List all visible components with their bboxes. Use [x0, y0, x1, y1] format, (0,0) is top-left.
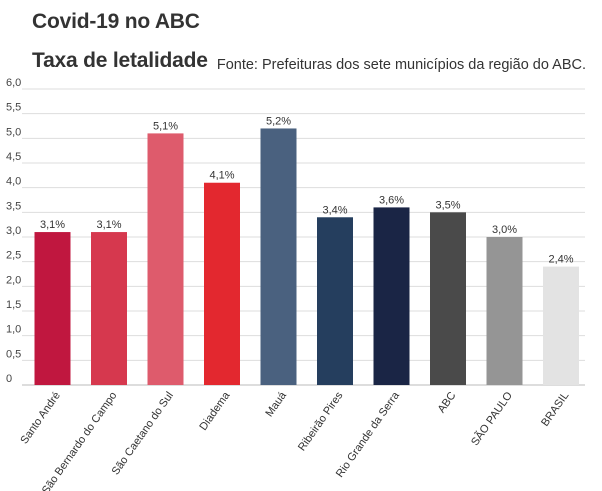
bar [543, 266, 579, 385]
bar [260, 128, 297, 385]
bar [486, 237, 523, 385]
y-tick-label: 0 [6, 373, 12, 385]
category-label: BRASIL [539, 390, 571, 429]
y-tick-label: 2,0 [6, 274, 21, 286]
y-tick-label: 4,0 [6, 176, 21, 188]
category-label: Rio Grande da Serra [334, 389, 403, 480]
bar [34, 232, 71, 385]
category-label: Mauá [263, 389, 289, 419]
data-label: 3,6% [379, 194, 404, 206]
bar [430, 212, 466, 385]
y-tick-label: 1,0 [6, 324, 21, 336]
bar [317, 217, 353, 385]
y-tick-label: 5,5 [6, 102, 21, 114]
y-tick-label: 5,0 [6, 126, 21, 138]
y-tick-label: 6,0 [6, 77, 21, 89]
data-label: 5,2% [266, 115, 291, 127]
category-label: SÃO PAULO [468, 389, 515, 448]
category-label: Ribeirão Pires [296, 389, 346, 453]
category-label: ABC [436, 390, 459, 415]
chart-title: Covid-19 no ABC [32, 10, 200, 33]
data-label: 3,1% [40, 219, 65, 231]
y-tick-label: 1,5 [6, 299, 21, 311]
category-label: Diadema [197, 389, 233, 433]
bar [373, 207, 410, 385]
data-label: 5,1% [153, 120, 178, 132]
data-label: 3,0% [492, 224, 517, 236]
y-tick-label: 2,5 [6, 250, 21, 262]
data-label: 4,1% [209, 170, 234, 182]
data-label: 3,5% [435, 199, 460, 211]
data-label: 2,4% [548, 254, 573, 266]
category-label: Santo André [18, 390, 63, 446]
chart-subtitle: Taxa de letalidade [32, 49, 208, 72]
y-tick-label: 4,5 [6, 151, 21, 163]
y-tick-label: 3,5 [6, 200, 21, 212]
y-tick-label: 3,0 [6, 225, 21, 237]
data-label: 3,4% [322, 204, 347, 216]
bar [91, 232, 127, 385]
category-label: São Caetano do Sul [110, 390, 176, 478]
source-note: Fonte: Prefeituras dos sete municípios d… [216, 57, 586, 73]
y-tick-label: 0,5 [6, 348, 21, 360]
data-label: 3,1% [96, 219, 121, 231]
bar [204, 182, 240, 385]
bar [147, 133, 184, 385]
